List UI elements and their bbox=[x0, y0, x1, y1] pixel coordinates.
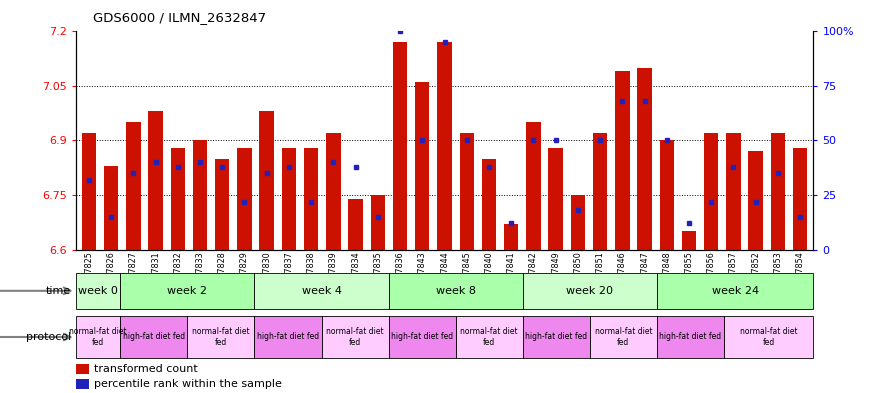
Bar bbox=[237, 148, 252, 250]
Bar bbox=[615, 72, 629, 250]
Bar bbox=[571, 195, 585, 250]
Text: high-fat diet fed: high-fat diet fed bbox=[391, 332, 453, 342]
Text: normal-fat diet
fed: normal-fat diet fed bbox=[740, 327, 797, 347]
Bar bbox=[523, 316, 589, 358]
Bar bbox=[104, 166, 118, 250]
Bar bbox=[120, 273, 254, 309]
Bar bbox=[322, 316, 388, 358]
Bar bbox=[388, 273, 523, 309]
Bar bbox=[771, 133, 785, 250]
Bar bbox=[371, 195, 385, 250]
Text: week 24: week 24 bbox=[711, 286, 758, 296]
Text: week 2: week 2 bbox=[167, 286, 207, 296]
Bar bbox=[456, 316, 523, 358]
Text: protocol: protocol bbox=[26, 332, 71, 342]
Bar bbox=[657, 273, 813, 309]
Bar bbox=[660, 140, 674, 250]
Bar bbox=[76, 316, 120, 358]
Bar bbox=[437, 42, 452, 250]
Text: high-fat diet fed: high-fat diet fed bbox=[123, 332, 185, 342]
Bar bbox=[523, 273, 657, 309]
Bar bbox=[76, 379, 89, 389]
Bar bbox=[304, 148, 318, 250]
Text: normal-fat diet
fed: normal-fat diet fed bbox=[69, 327, 127, 347]
Bar bbox=[215, 159, 229, 250]
Text: high-fat diet fed: high-fat diet fed bbox=[257, 332, 319, 342]
Bar bbox=[260, 111, 274, 250]
Text: week 8: week 8 bbox=[436, 286, 476, 296]
Bar bbox=[549, 148, 563, 250]
Bar bbox=[749, 151, 763, 250]
Bar bbox=[589, 316, 657, 358]
Bar bbox=[76, 364, 89, 374]
Bar bbox=[326, 133, 340, 250]
Bar bbox=[657, 316, 724, 358]
Text: week 20: week 20 bbox=[566, 286, 613, 296]
Text: percentile rank within the sample: percentile rank within the sample bbox=[94, 379, 282, 389]
Text: week 4: week 4 bbox=[301, 286, 341, 296]
Text: normal-fat diet
fed: normal-fat diet fed bbox=[595, 327, 653, 347]
Text: normal-fat diet
fed: normal-fat diet fed bbox=[192, 327, 250, 347]
Text: normal-fat diet
fed: normal-fat diet fed bbox=[326, 327, 384, 347]
Bar bbox=[393, 42, 407, 250]
Text: week 0: week 0 bbox=[78, 286, 118, 296]
Text: transformed count: transformed count bbox=[94, 364, 197, 374]
Bar bbox=[126, 122, 140, 250]
Bar bbox=[188, 316, 254, 358]
Bar bbox=[593, 133, 607, 250]
Bar bbox=[637, 68, 652, 250]
Text: high-fat diet fed: high-fat diet fed bbox=[525, 332, 588, 342]
Bar bbox=[793, 148, 807, 250]
Bar bbox=[348, 198, 363, 250]
Text: time: time bbox=[46, 286, 71, 296]
Text: GDS6000 / ILMN_2632847: GDS6000 / ILMN_2632847 bbox=[93, 11, 267, 24]
Bar bbox=[171, 148, 185, 250]
Bar bbox=[254, 316, 322, 358]
Bar bbox=[682, 231, 696, 250]
Bar bbox=[282, 148, 296, 250]
Bar bbox=[704, 133, 718, 250]
Bar bbox=[388, 316, 456, 358]
Bar bbox=[482, 159, 496, 250]
Bar bbox=[724, 316, 813, 358]
Bar bbox=[82, 133, 96, 250]
Bar bbox=[148, 111, 163, 250]
Text: normal-fat diet
fed: normal-fat diet fed bbox=[461, 327, 518, 347]
Bar bbox=[726, 133, 741, 250]
Bar bbox=[460, 133, 474, 250]
Bar bbox=[526, 122, 541, 250]
Bar bbox=[120, 316, 188, 358]
Bar bbox=[193, 140, 207, 250]
Bar bbox=[254, 273, 388, 309]
Bar bbox=[415, 82, 429, 250]
Bar bbox=[76, 273, 120, 309]
Bar bbox=[504, 224, 518, 250]
Text: high-fat diet fed: high-fat diet fed bbox=[660, 332, 722, 342]
